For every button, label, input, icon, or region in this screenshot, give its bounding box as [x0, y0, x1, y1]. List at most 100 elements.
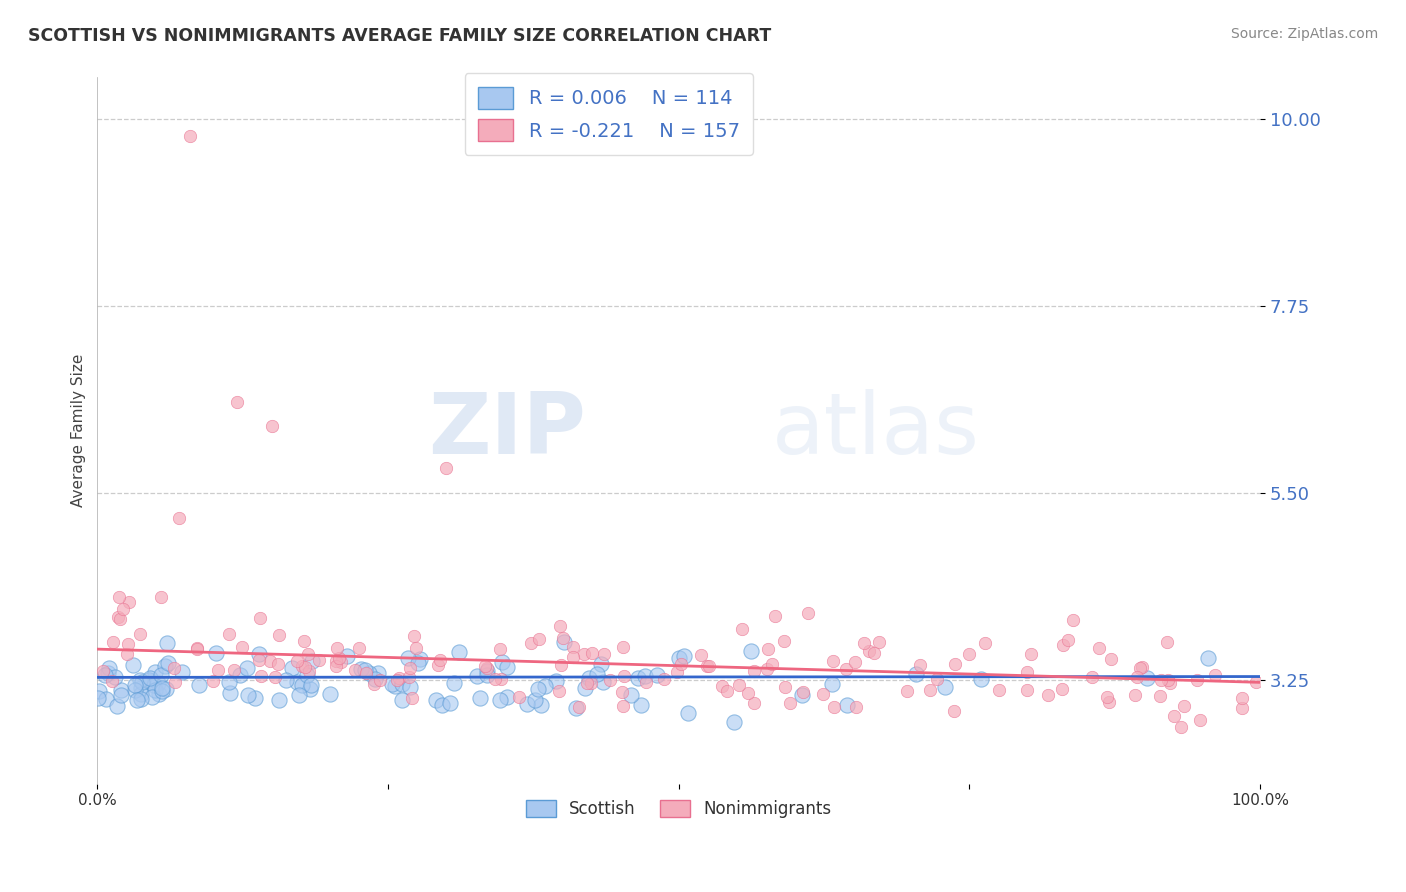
Point — [671, 657, 693, 672]
Point — [148, 687, 170, 701]
Point — [728, 678, 751, 692]
Point — [89, 684, 111, 698]
Point — [1197, 651, 1219, 665]
Point — [1098, 695, 1121, 709]
Point — [101, 674, 124, 689]
Point — [107, 609, 129, 624]
Point — [779, 697, 801, 711]
Point — [129, 681, 152, 696]
Point — [249, 610, 271, 624]
Point — [299, 678, 322, 692]
Point — [1062, 613, 1084, 627]
Point — [562, 649, 585, 664]
Point — [349, 661, 371, 675]
Point — [384, 679, 406, 693]
Point — [1156, 635, 1178, 649]
Point — [1057, 632, 1080, 647]
Point — [388, 671, 411, 685]
Point — [94, 668, 117, 682]
Point — [773, 680, 796, 694]
Point — [578, 671, 600, 685]
Point — [1187, 673, 1209, 688]
Point — [399, 680, 422, 694]
Point — [145, 682, 167, 697]
Point — [1019, 647, 1042, 661]
Point — [432, 698, 454, 713]
Point — [576, 676, 599, 690]
Point — [319, 687, 342, 701]
Point — [131, 687, 153, 701]
Point — [630, 698, 652, 712]
Point — [1129, 660, 1152, 674]
Point — [267, 657, 290, 672]
Point — [260, 419, 283, 434]
Point — [612, 698, 634, 713]
Point — [139, 675, 162, 690]
Point — [823, 700, 845, 714]
Point — [387, 673, 409, 687]
Y-axis label: Average Family Size: Average Family Size — [72, 354, 86, 508]
Point — [740, 643, 762, 657]
Point — [131, 674, 153, 689]
Point — [672, 649, 695, 664]
Point — [474, 659, 496, 673]
Point — [1081, 669, 1104, 683]
Point — [449, 645, 471, 659]
Point — [489, 642, 512, 657]
Point — [336, 649, 359, 664]
Point — [326, 640, 349, 655]
Point — [970, 673, 993, 687]
Point — [1123, 689, 1146, 703]
Point — [138, 673, 160, 688]
Point — [927, 672, 949, 686]
Point — [613, 669, 636, 683]
Point — [561, 640, 583, 655]
Point — [157, 657, 180, 671]
Point — [259, 654, 281, 668]
Point — [367, 665, 389, 680]
Point — [330, 656, 353, 670]
Point — [665, 665, 688, 680]
Point — [110, 688, 132, 702]
Point — [1052, 638, 1074, 652]
Point — [425, 692, 447, 706]
Point — [148, 675, 170, 690]
Point — [844, 655, 866, 669]
Point — [792, 688, 814, 702]
Point — [586, 666, 609, 681]
Point — [942, 704, 965, 718]
Point — [406, 656, 429, 670]
Point — [125, 692, 148, 706]
Point — [97, 661, 120, 675]
Point — [110, 682, 132, 697]
Point — [124, 678, 146, 692]
Point — [957, 647, 980, 661]
Point — [172, 665, 194, 680]
Point — [835, 698, 858, 712]
Point — [858, 644, 880, 658]
Point — [645, 668, 668, 682]
Point — [186, 641, 208, 656]
Point — [124, 682, 146, 697]
Point — [439, 697, 461, 711]
Text: ZIP: ZIP — [427, 389, 586, 472]
Point — [905, 667, 928, 681]
Point — [1095, 690, 1118, 704]
Point — [772, 633, 794, 648]
Point — [495, 660, 517, 674]
Point — [627, 671, 650, 685]
Point — [581, 646, 603, 660]
Point — [527, 632, 550, 647]
Point — [908, 658, 931, 673]
Point — [852, 636, 875, 650]
Point — [112, 602, 135, 616]
Point — [128, 627, 150, 641]
Point — [974, 636, 997, 650]
Point — [523, 693, 546, 707]
Point — [207, 664, 229, 678]
Point — [298, 664, 321, 678]
Point — [391, 693, 413, 707]
Point — [553, 635, 575, 649]
Point — [568, 699, 591, 714]
Point — [652, 673, 675, 687]
